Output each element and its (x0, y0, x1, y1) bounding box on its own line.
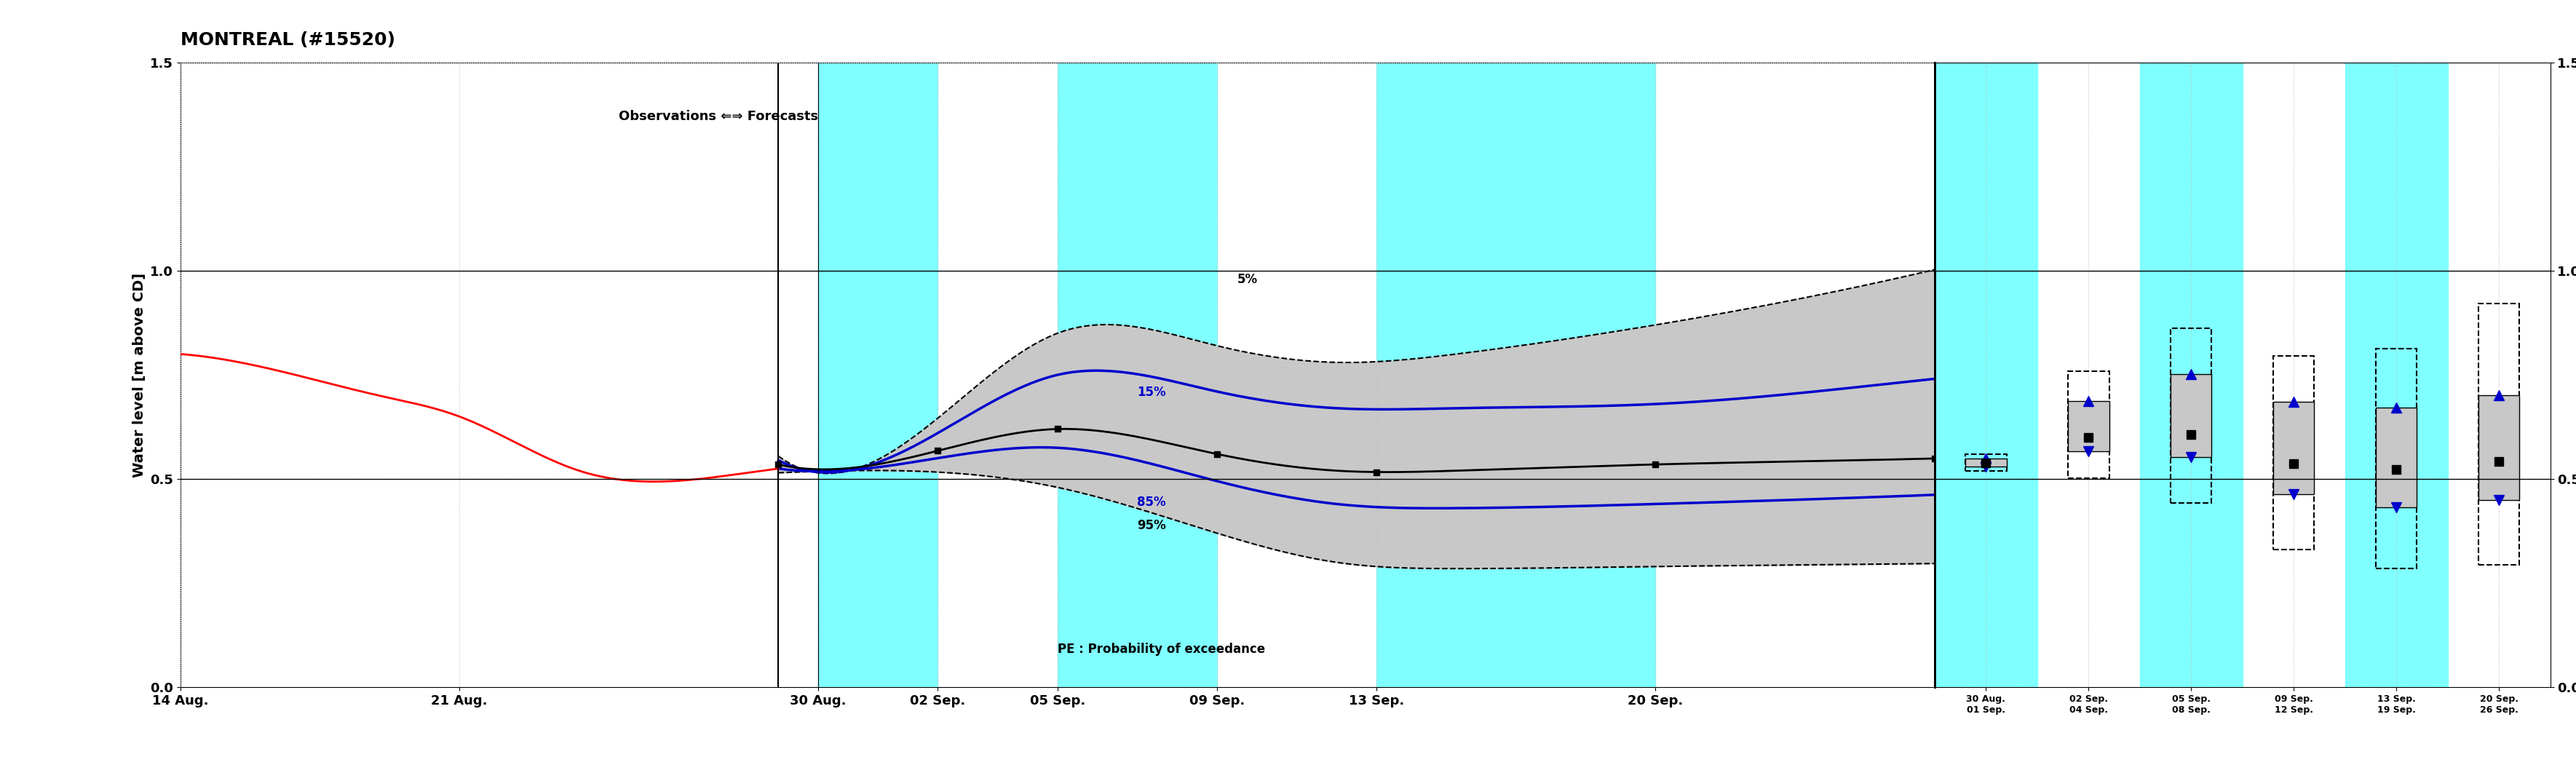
Y-axis label: Water level [m above CD]: Water level [m above CD] (131, 273, 147, 477)
Text: Observations ⇐⇒ Forecasts: Observations ⇐⇒ Forecasts (618, 110, 819, 123)
Bar (2141, 62, 2244, 687)
Text: 95%: 95% (1136, 519, 1167, 532)
Text: PE : Probability of exceedance: PE : Probability of exceedance (1059, 643, 1265, 656)
FancyBboxPatch shape (2375, 408, 2416, 508)
Text: MONTREAL (#15520): MONTREAL (#15520) (180, 31, 394, 48)
Bar (2344, 62, 2447, 687)
Bar (1935, 62, 2038, 687)
Bar (819, 62, 938, 687)
Bar (1376, 62, 1656, 687)
Text: 5%: 5% (1236, 273, 1257, 286)
Text: 15%: 15% (1136, 386, 1167, 398)
Bar (1059, 62, 1216, 687)
FancyBboxPatch shape (1965, 458, 2007, 466)
FancyBboxPatch shape (2478, 395, 2519, 501)
FancyBboxPatch shape (2172, 374, 2213, 457)
Text: 85%: 85% (1136, 496, 1167, 509)
FancyBboxPatch shape (2069, 401, 2110, 451)
FancyBboxPatch shape (2272, 401, 2313, 494)
